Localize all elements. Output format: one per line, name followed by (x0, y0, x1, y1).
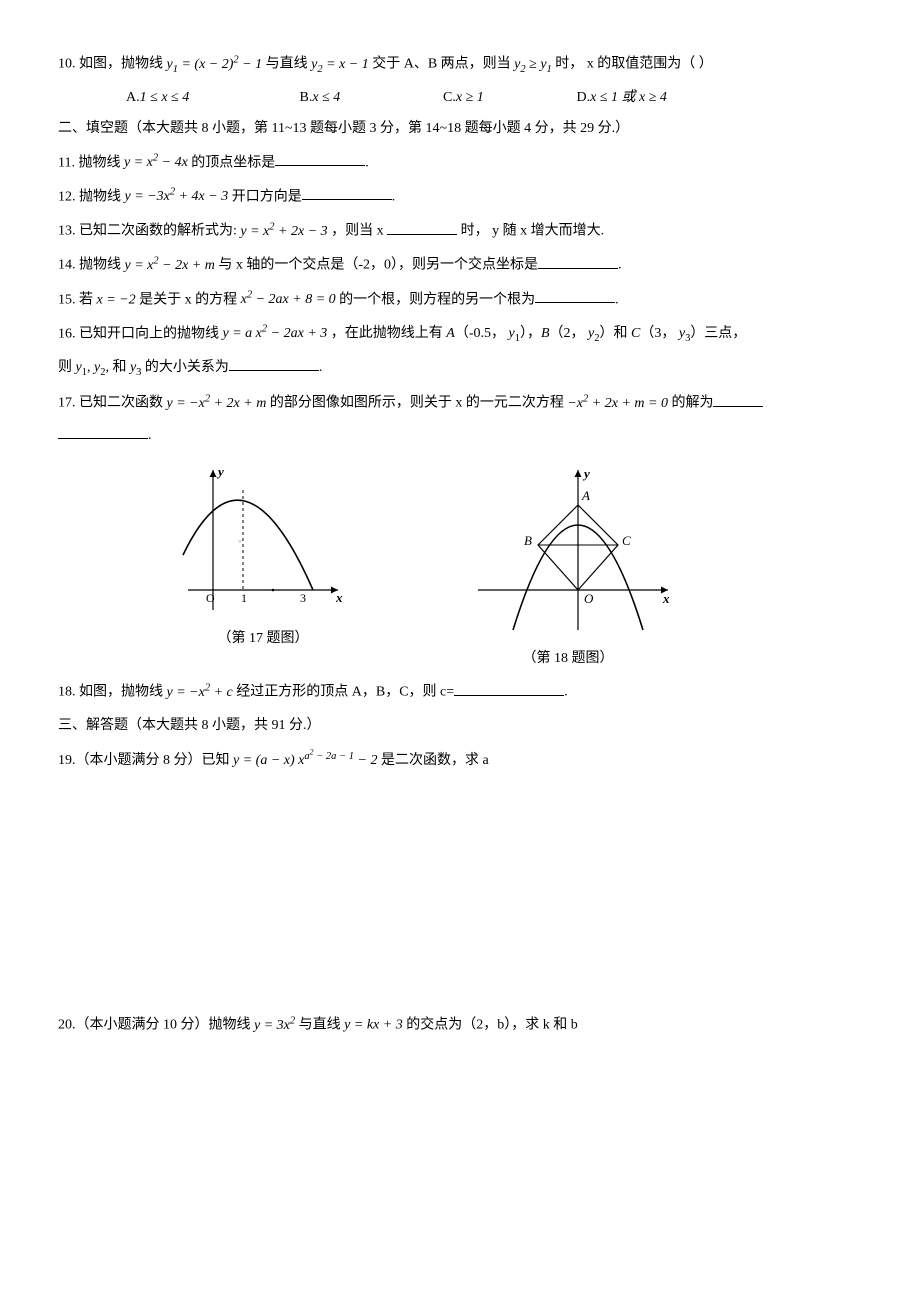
q16-line2: 则 y1, y2, 和 y3 的大小关系为. (58, 355, 862, 383)
q10-mid1: 与直线 (266, 57, 312, 72)
q17-eq: y = −x2 + 2x + m (167, 396, 267, 411)
q14-eq: y = x2 − 2x + m (125, 258, 215, 273)
q13-blank (387, 220, 457, 235)
fig18-svg: A B C O y x (458, 460, 678, 640)
fig18-xlabel: x (662, 591, 670, 606)
q11: 11. 抛物线 y = x2 − 4x 的顶点坐标是. (58, 149, 862, 177)
q17-blank1 (713, 392, 763, 407)
q12-eq: y = −3x2 + 4x − 3 (125, 189, 229, 204)
fig17-xlabel: x (335, 590, 343, 605)
q13: 13. 已知二次函数的解析式为: y = x2 + 2x − 3 ，则当 x 时… (58, 217, 862, 245)
fig17-caption: （第 17 题图） (178, 626, 348, 653)
q17: 17. 已知二次函数 y = −x2 + 2x + m 的部分图像如图所示，则关… (58, 389, 862, 417)
q15-blank (535, 288, 615, 303)
fig17: O 1 3 y x （第 17 题图） (178, 460, 348, 673)
fig17-origin: O (206, 591, 215, 605)
fig18-B: B (524, 533, 532, 548)
fig17-tick1: 1 (241, 591, 247, 605)
q11-eq: y = x2 − 4x (124, 155, 188, 170)
q10-options: A. 1 ≤ x ≤ 4 B. x ≤ 4 C. x ≥ 1 D. x ≤ 1 … (58, 85, 862, 112)
fig18-ylabel: y (582, 466, 590, 481)
q13-eq: y = x2 + 2x − 3 (240, 224, 327, 239)
q12-blank (302, 185, 392, 200)
fig17-tick3: 3 (300, 591, 306, 605)
fig18-origin: O (584, 591, 594, 606)
q15-cond: x = −2 (97, 292, 136, 307)
fig17-dot (272, 588, 275, 591)
q10-cond: y2 ≥ y1 (514, 57, 555, 72)
fig18-caption: （第 18 题图） (458, 646, 678, 673)
q10-eq1: y1 = (x − 2)2 − 1 (167, 57, 266, 72)
q10-optA: A. 1 ≤ x ≤ 4 (126, 85, 296, 112)
q10: 10. 如图，抛物线 y1 = (x − 2)2 − 1 与直线 y2 = x … (58, 50, 862, 79)
q15-eq: x2 − 2ax + 8 = 0 (241, 292, 336, 307)
section3-heading: 三、解答题（本大题共 8 小题，共 91 分.） (58, 713, 862, 740)
q16-blank (229, 356, 319, 371)
q16-eq: y = a x2 − 2ax + 3 (223, 326, 328, 341)
q16-mid: ，在此抛物线上有 A（-0.5， y1），B（2， y2）和 C（3， y3）三… (331, 326, 747, 341)
q10-mid2: 交于 A、B 两点，则当 (372, 57, 514, 72)
q18-eq: y = −x2 + c (167, 685, 233, 700)
q18: 18. 如图，抛物线 y = −x2 + c 经过正方形的顶点 A，B，C，则 … (58, 678, 862, 706)
section2-heading: 二、填空题（本大题共 8 小题，第 11~13 题每小题 3 分，第 14~18… (58, 116, 862, 143)
q19-workspace (58, 781, 862, 1011)
q18-blank (454, 681, 564, 696)
q14: 14. 抛物线 y = x2 − 2x + m 与 x 轴的一个交点是（-2，0… (58, 251, 862, 279)
q10-pre: 10. 如图，抛物线 (58, 57, 167, 72)
watermark-icon: ▪ (238, 530, 242, 553)
q17-blank2 (58, 424, 148, 439)
q20-eq1: y = 3x2 (254, 1018, 295, 1033)
q19-eq: y = (a − x) xa2 − 2a − 1 − 2 (233, 753, 377, 768)
fig18-A: A (581, 488, 590, 503)
q10-optC: C. x ≥ 1 (443, 85, 573, 112)
q15: 15. 若 x = −2 是关于 x 的方程 x2 − 2ax + 8 = 0 … (58, 286, 862, 314)
q12: 12. 抛物线 y = −3x2 + 4x − 3 开口方向是. (58, 183, 862, 211)
q10-mid3: 时， x 的取值范围为（ ） (555, 57, 713, 72)
figure-row: ▪ O 1 3 y x （第 17 题图） (58, 460, 862, 673)
q10-eq2: y2 = x − 1 (311, 57, 372, 72)
fig17-ylabel: y (216, 464, 224, 479)
q20: 20.（本小题满分 10 分）抛物线 y = 3x2 与直线 y = kx + … (58, 1011, 862, 1039)
q19: 19.（本小题满分 8 分）已知 y = (a − x) xa2 − 2a − … (58, 745, 862, 775)
q20-eq2: y = kx + 3 (344, 1018, 403, 1033)
q16-line2pre: 则 y1, y2, 和 y3 的大小关系为 (58, 360, 229, 375)
fig17-parabola (183, 500, 313, 590)
q11-blank (275, 151, 365, 166)
fig18-C: C (622, 533, 631, 548)
q16: 16. 已知开口向上的抛物线 y = a x2 − 2ax + 3 ，在此抛物线… (58, 320, 862, 349)
q17-eq2: −x2 + 2x + m = 0 (567, 396, 668, 411)
fig17-svg: O 1 3 y x (178, 460, 348, 620)
q17-line2: . (58, 423, 862, 450)
q10-optB: B. x ≤ 4 (300, 85, 440, 112)
q14-blank (538, 254, 618, 269)
q10-optD: D. x ≤ 1 或 x ≥ 4 (577, 85, 667, 112)
fig18: A B C O y x （第 18 题图） (458, 460, 678, 673)
